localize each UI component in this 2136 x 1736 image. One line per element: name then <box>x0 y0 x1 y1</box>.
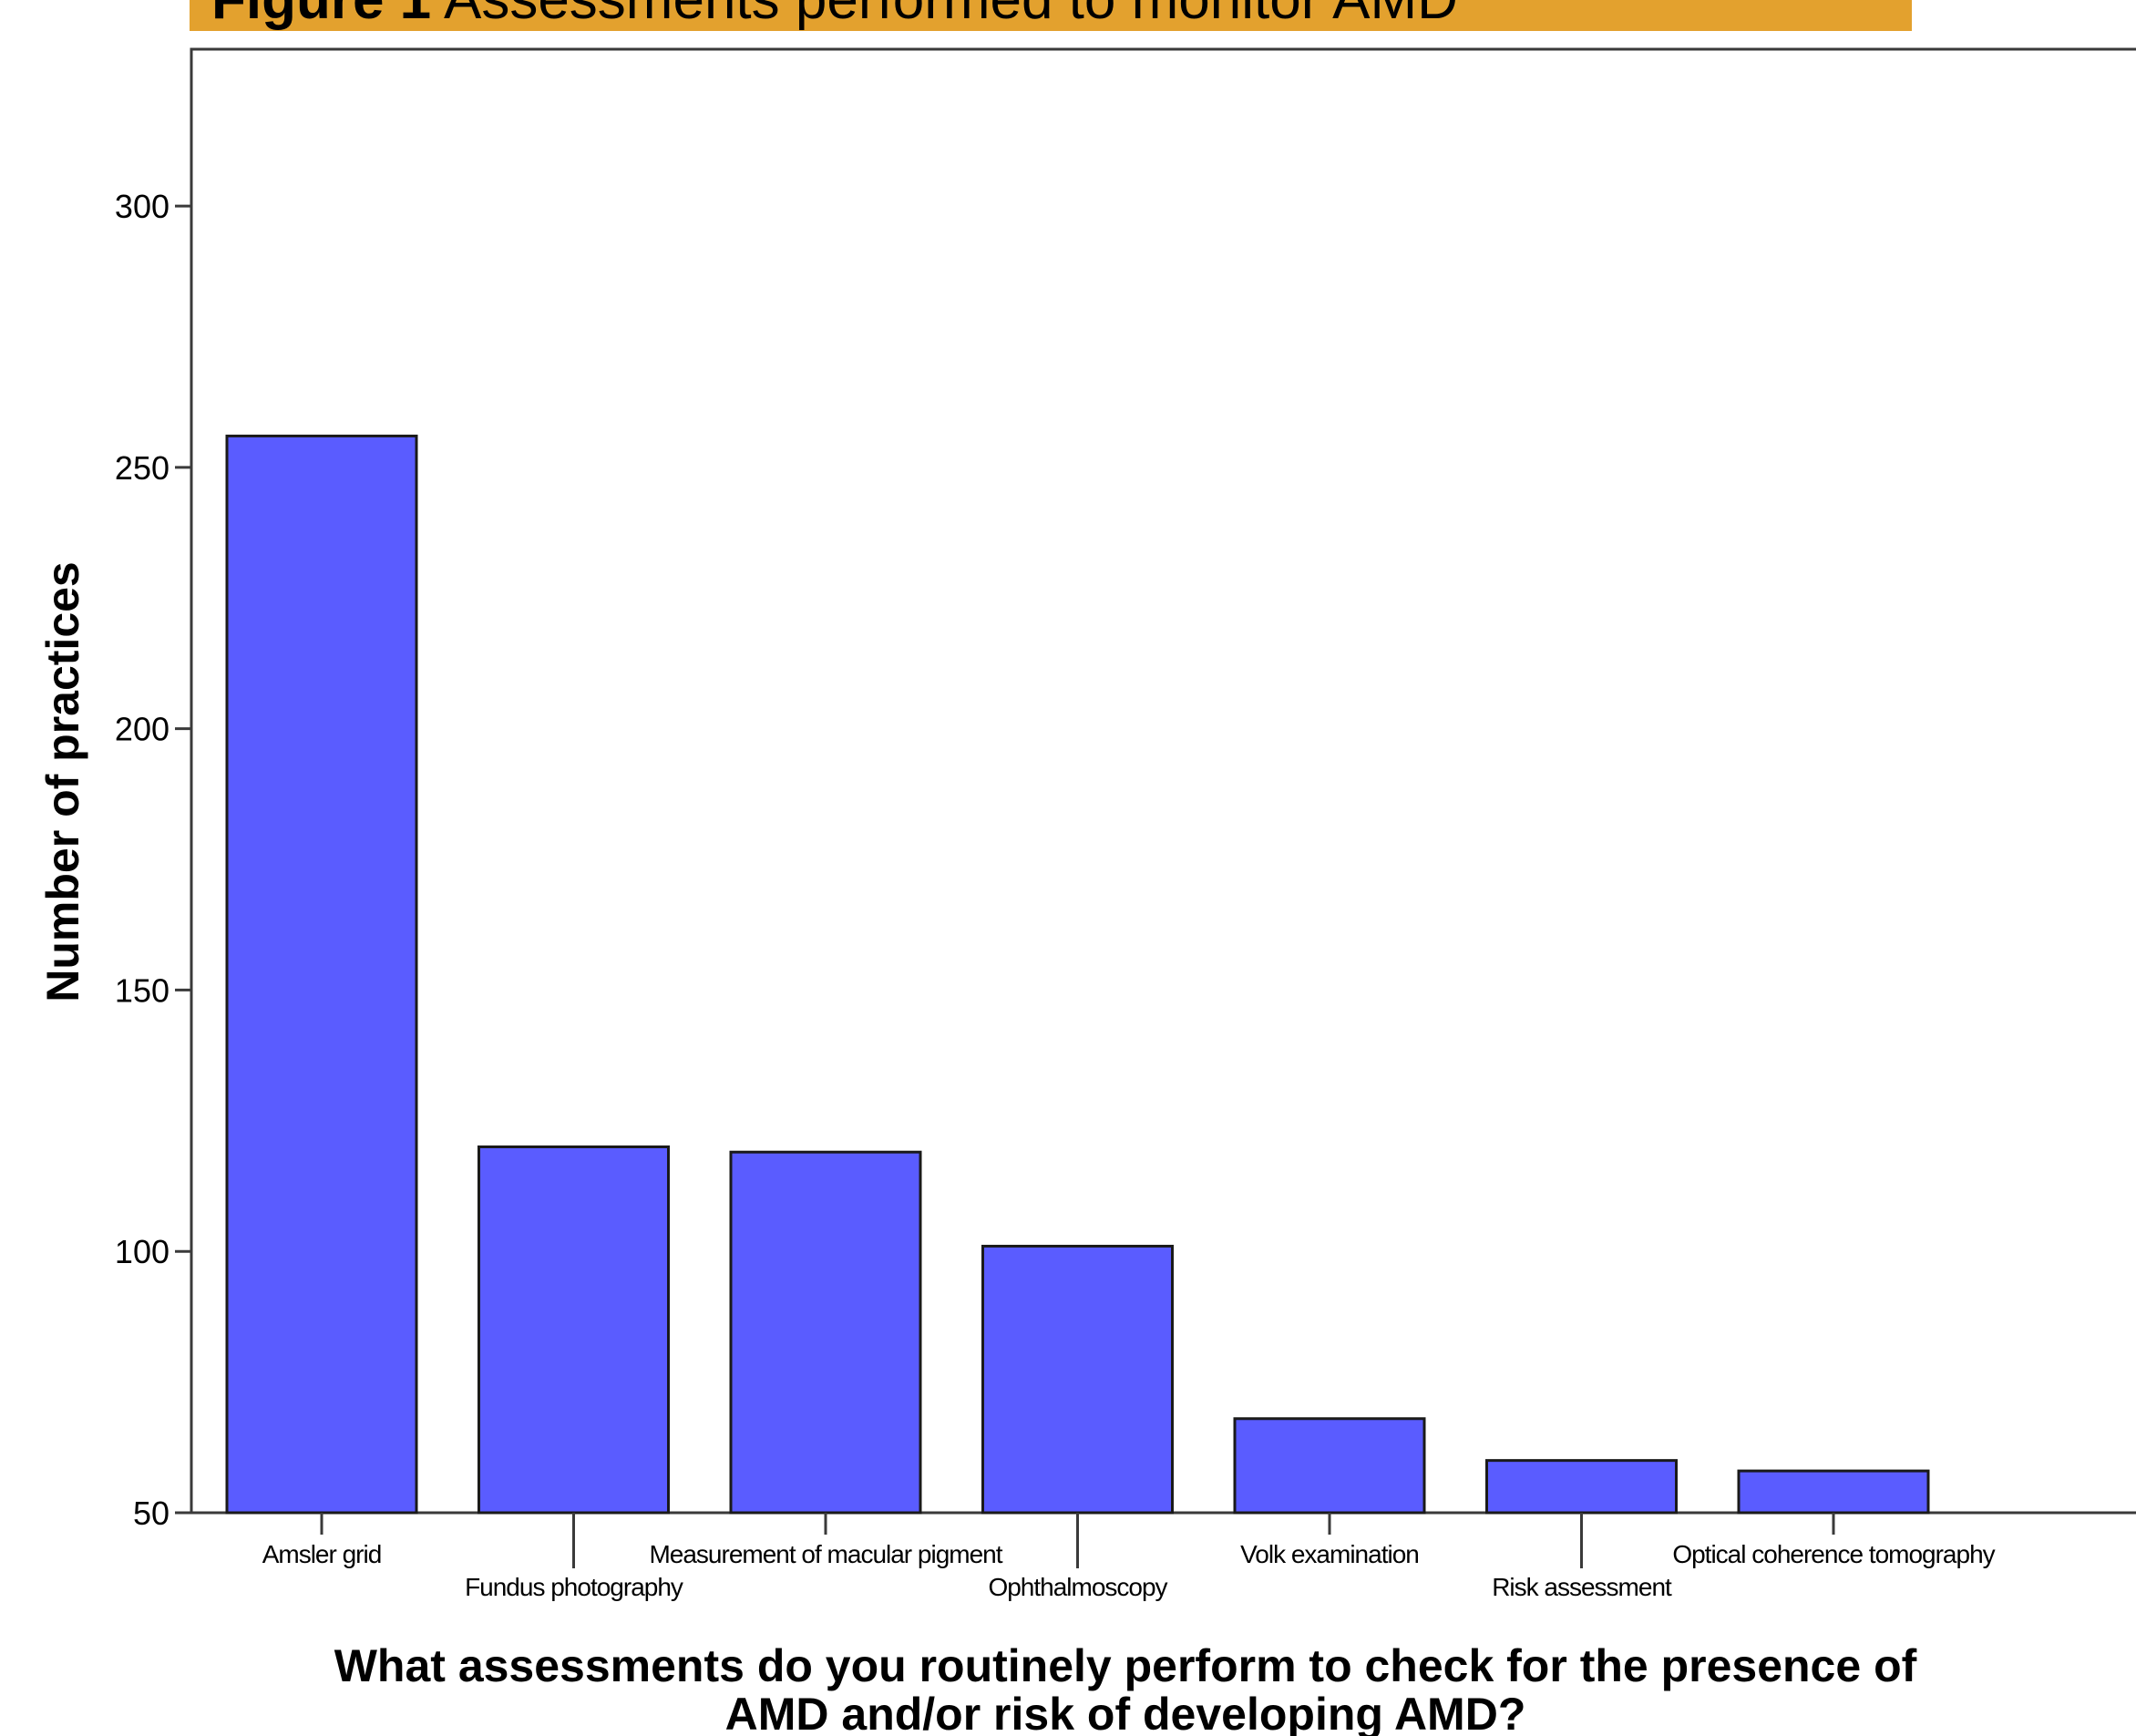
bar <box>478 1145 670 1515</box>
bar <box>729 1150 922 1515</box>
bars <box>225 434 1930 1515</box>
bar <box>225 434 418 1515</box>
y-tick-label: 50 <box>133 1495 169 1532</box>
y-tick-label: 100 <box>115 1233 169 1270</box>
bar <box>1485 1459 1678 1515</box>
x-axis-title-line-2: AMD and/or risk of developing AMD? <box>725 1689 1526 1736</box>
x-tick-label: Volk examination <box>1240 1540 1419 1568</box>
x-axis-title-line-1: What assessments do you routinely perfor… <box>334 1640 1917 1691</box>
x-tick-label: Ophthalmoscopy <box>988 1573 1167 1601</box>
plot-frame <box>190 47 2136 1513</box>
x-tick-label: Measurement of macular pigment <box>649 1540 1002 1568</box>
bar <box>1737 1469 1930 1515</box>
figure-label: Figure 1 Assessments performed to monito… <box>211 0 1458 31</box>
x-axis-ticks: Amsler grid Fundus photography Measurement… <box>262 1513 1997 1601</box>
bar <box>1233 1417 1426 1515</box>
y-tick-label: 300 <box>115 188 169 225</box>
x-tick-label: Amsler grid <box>262 1540 382 1568</box>
y-tick-label: 250 <box>115 449 169 487</box>
bar <box>981 1244 1174 1515</box>
y-axis-ticks: 50 100 150 200 250 300 <box>115 188 191 1532</box>
figure-label-rest: Assessments performed to monitor AMD <box>431 0 1458 31</box>
y-tick-label: 200 <box>115 711 169 748</box>
x-tick-label: Optical coherence tomography <box>1672 1540 1995 1568</box>
x-tick-label: Fundus photography <box>465 1573 683 1601</box>
x-tick-label: Risk assessment <box>1492 1573 1672 1601</box>
y-tick-label: 150 <box>115 971 169 1009</box>
figure-label-band <box>190 0 1912 31</box>
figure-label-bold: Figure 1 <box>211 0 431 31</box>
y-axis-title: Number of practices <box>37 561 88 1002</box>
